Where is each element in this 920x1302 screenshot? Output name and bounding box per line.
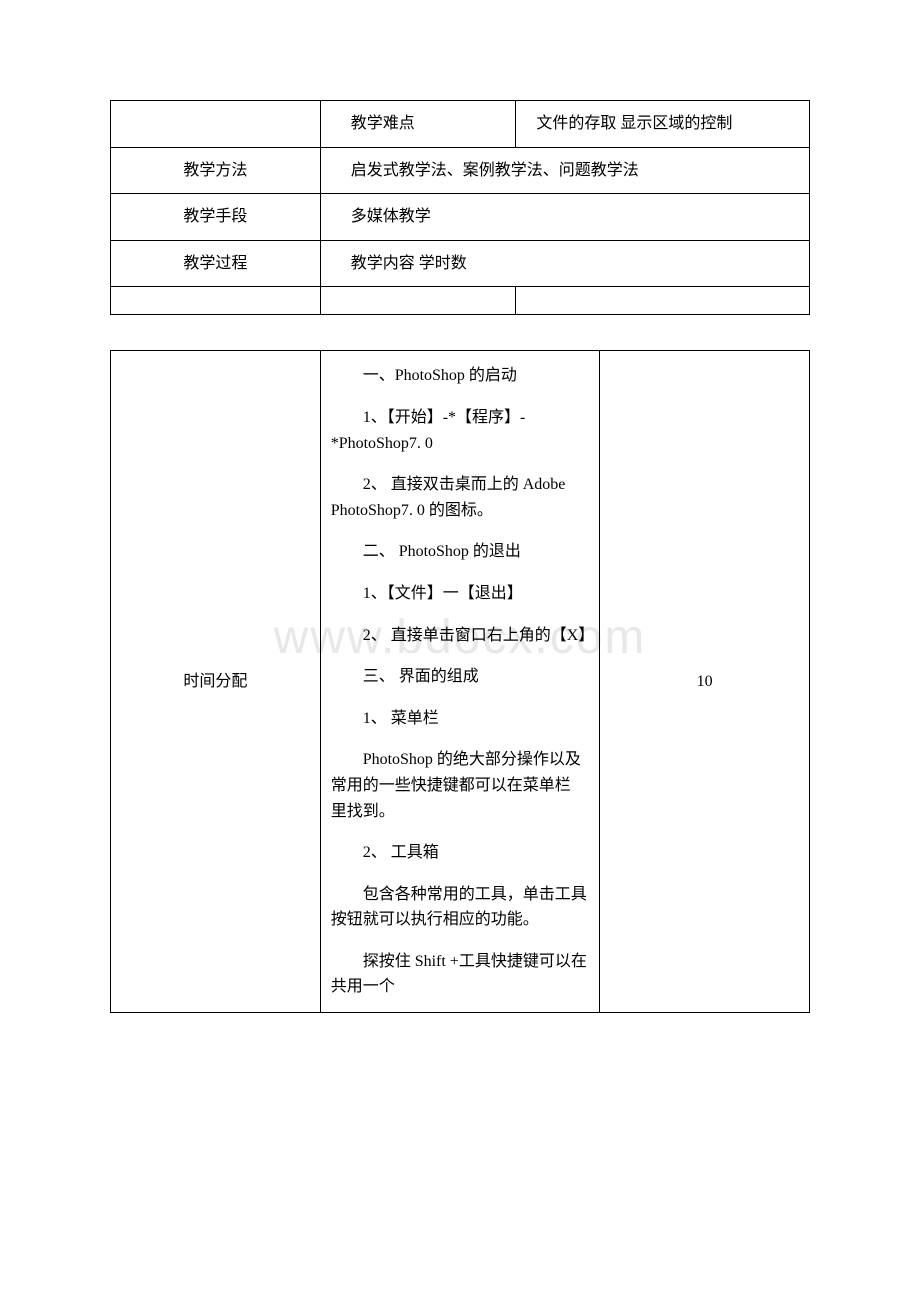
table-row: 时间分配 一、PhotoShop 的启动 1、【开始】-*【程序】-*PhotoS… <box>111 351 810 1013</box>
content-paragraph: 三、 界面的组成 <box>331 664 590 690</box>
content-paragraph: 一、PhotoShop 的启动 <box>331 363 590 389</box>
content-paragraph: 1、 菜单栏 <box>331 706 590 732</box>
cell-empty <box>111 101 321 148</box>
content-paragraph: 2、 直接单击窗口右上角的【X】 <box>331 623 590 649</box>
cell-empty <box>111 287 321 315</box>
cell-hours: 10 <box>600 351 810 1013</box>
cell-time-label: 时间分配 <box>111 351 321 1013</box>
content-paragraph: 包含各种常用的工具，单击工具按钮就可以执行相应的功能。 <box>331 882 590 933</box>
content-paragraph: 探按住 Shift +工具快捷键可以在共用一个 <box>331 949 590 1000</box>
content-paragraph: 2、 工具箱 <box>331 840 590 866</box>
table-row: 教学难点 文件的存取 显示区域的控制 <box>111 101 810 148</box>
table-time-allocation: 时间分配 一、PhotoShop 的启动 1、【开始】-*【程序】-*PhotoS… <box>110 350 810 1013</box>
cell-process-label: 教学过程 <box>111 240 321 287</box>
cell-difficulty-label: 教学难点 <box>320 101 516 148</box>
table-row: 教学方法 启发式教学法、案例教学法、问题教学法 <box>111 147 810 194</box>
table-teaching-info: 教学难点 文件的存取 显示区域的控制 教学方法 启发式教学法、案例教学法、问题教… <box>110 100 810 315</box>
cell-means-label: 教学手段 <box>111 194 321 241</box>
cell-method-label: 教学方法 <box>111 147 321 194</box>
cell-process-content: 教学内容 学时数 <box>320 240 809 287</box>
content-paragraph: 二、 PhotoShop 的退出 <box>331 539 590 565</box>
content-paragraph: 1、【开始】-*【程序】-*PhotoShop7. 0 <box>331 405 590 456</box>
content-paragraph: 2、 直接双击桌而上的 Adobe PhotoShop7. 0 的图标。 <box>331 472 590 523</box>
table-row <box>111 287 810 315</box>
cell-empty <box>516 287 810 315</box>
cell-content: 一、PhotoShop 的启动 1、【开始】-*【程序】-*PhotoShop7.… <box>320 351 600 1013</box>
table-row: 教学手段 多媒体教学 <box>111 194 810 241</box>
cell-difficulty-content: 文件的存取 显示区域的控制 <box>516 101 810 148</box>
content-paragraph: 1、【文件】一【退出】 <box>331 581 590 607</box>
cell-empty <box>320 287 516 315</box>
cell-method-content: 启发式教学法、案例教学法、问题教学法 <box>320 147 809 194</box>
cell-means-content: 多媒体教学 <box>320 194 809 241</box>
content-paragraph: PhotoShop 的绝大部分操作以及常用的一些快捷键都可以在菜单栏 里找到。 <box>331 747 590 824</box>
spacer <box>110 315 810 350</box>
table-row: 教学过程 教学内容 学时数 <box>111 240 810 287</box>
